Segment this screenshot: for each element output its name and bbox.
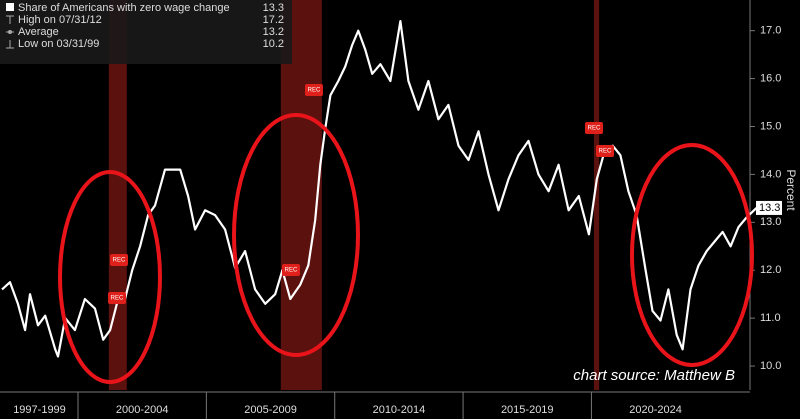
legend-value: 13.3	[263, 2, 284, 14]
legend-glyph	[6, 40, 14, 49]
rec-text: REC	[113, 258, 126, 264]
y-axis-title: Percent	[784, 169, 798, 211]
x-tick-label: 2000-2004	[116, 404, 169, 416]
y-tick-label: 11.0	[760, 312, 781, 324]
last-value-box	[756, 200, 782, 215]
plot-layer: 10.0 11.0 12.0 13.0 14.0 15.0 16.0 17.0 1997-199…	[0, 0, 782, 419]
legend-label: High on 07/31/12	[18, 14, 102, 26]
legend-box	[0, 0, 292, 64]
x-tick-label: 1997-1999	[13, 404, 66, 416]
legend-glyph	[6, 15, 14, 24]
rec-text: REC	[588, 126, 601, 132]
legend-label: Low on 03/31/99	[18, 38, 99, 50]
legend-label: Average	[18, 26, 59, 38]
y-tick-label: 12.0	[760, 264, 781, 276]
y-tick-label: 16.0	[760, 72, 781, 84]
x-tick-label: 2015-2019	[501, 404, 554, 416]
rec-text: REC	[308, 88, 321, 94]
y-tick-label: 13.0	[760, 216, 781, 228]
legend-swatch	[6, 3, 14, 11]
highlight-ellipse	[232, 113, 360, 357]
highlight-ellipse	[630, 143, 754, 367]
legend-value: 17.2	[263, 14, 284, 26]
x-tick-label: 2005-2009	[244, 404, 297, 416]
rec-text: REC	[285, 268, 298, 274]
legend-glyph	[8, 30, 12, 34]
rec-marker	[110, 254, 128, 266]
rec-marker	[282, 264, 300, 276]
recession-band	[280, 0, 322, 390]
highlight-ellipse	[58, 170, 162, 384]
legend-value: 10.2	[263, 38, 284, 50]
last-value-label: 13.3	[759, 202, 780, 214]
rec-markers	[108, 84, 614, 304]
source-note: chart source: Matthew B	[573, 367, 735, 384]
y-tick-label: 10.0	[760, 360, 781, 372]
rec-marker	[305, 84, 323, 96]
rec-marker	[108, 292, 126, 304]
rec-text: REC	[599, 149, 612, 155]
recession-band	[593, 0, 600, 390]
rec-texts: REC REC REC REC REC REC	[111, 88, 612, 302]
series-line	[1, 20, 758, 358]
x-tick-label: 2010-2014	[373, 404, 426, 416]
rec-text: REC	[111, 296, 124, 302]
x-tick-label: 2020-2024	[629, 404, 682, 416]
legend-label: Share of Americans with zero wage change	[18, 2, 230, 14]
rec-marker	[585, 122, 603, 134]
y-tick-label: 15.0	[760, 120, 781, 132]
legend-value: 13.2	[263, 26, 284, 38]
y-tick-label: 17.0	[760, 25, 781, 37]
rec-marker	[596, 145, 614, 157]
y-tick-label: 14.0	[760, 168, 781, 180]
